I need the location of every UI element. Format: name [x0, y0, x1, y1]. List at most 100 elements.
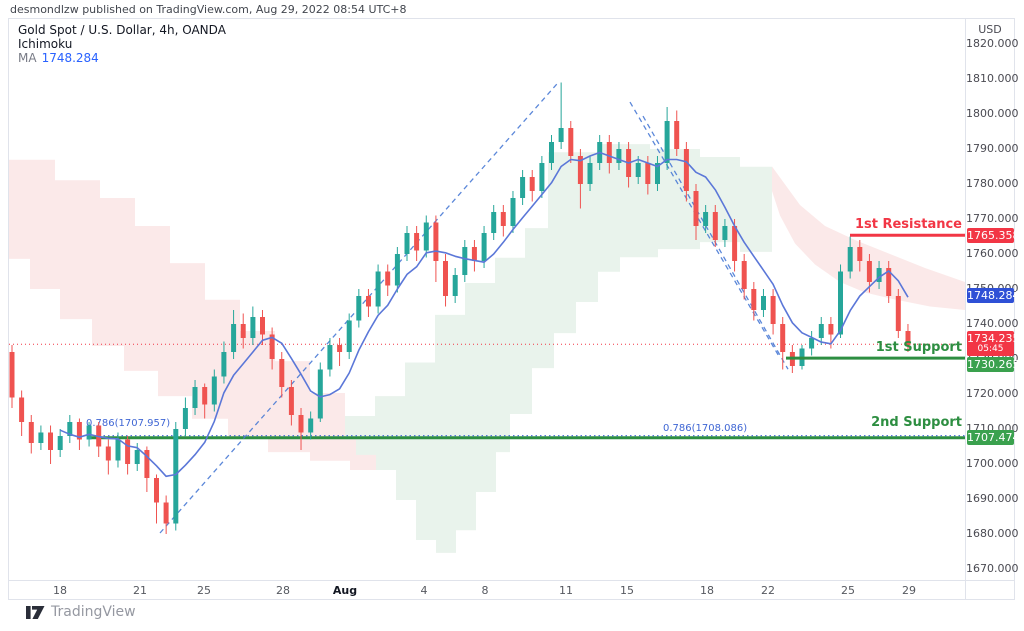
candle-body — [886, 268, 892, 296]
price-tick-label: 1790.000 — [966, 142, 1019, 155]
candle-body — [28, 422, 34, 443]
price-tick-label: 1680.000 — [966, 527, 1019, 540]
candle-body — [818, 324, 824, 338]
candle-body — [394, 254, 400, 286]
candle-body — [385, 271, 391, 286]
candle-body — [57, 436, 63, 450]
candle-body — [751, 289, 757, 310]
candle-body — [462, 247, 468, 275]
trendline-2 — [629, 101, 781, 359]
price-tick-label: 1820.000 — [966, 37, 1019, 50]
candle-body — [577, 156, 583, 184]
price-badge: 1707.474 — [967, 430, 1020, 446]
tradingview-logo-icon — [26, 605, 45, 619]
candle-body — [260, 317, 265, 335]
candle-body — [269, 334, 275, 359]
candle-body — [510, 198, 516, 226]
support1-annotation-label: 1st Support — [875, 340, 962, 355]
time-tick-label: 4 — [420, 584, 428, 597]
candle-body — [231, 324, 237, 352]
time-scale[interactable]: 18 21 25 28 Aug 4 8 11 15 18 22 25 29 — [8, 580, 1015, 600]
candle-body — [433, 222, 439, 261]
candle-body — [895, 296, 901, 331]
candle-body — [674, 121, 680, 149]
candle-body — [703, 212, 709, 226]
candle-body — [346, 320, 352, 352]
candle-body — [722, 226, 728, 240]
time-tick-label: 29 — [902, 584, 916, 597]
candle-body — [693, 191, 699, 226]
candle-body — [481, 233, 487, 261]
candle-body — [144, 450, 150, 478]
candle-body — [173, 429, 179, 524]
price-tick-label: 1670.000 — [966, 562, 1019, 575]
indicator-title-ma: MA 1748.284 — [18, 51, 226, 65]
candle-body — [375, 271, 381, 307]
time-tick-label: 25 — [197, 584, 211, 597]
symbol-title: Gold Spot / U.S. Dollar, 4h, OANDA — [18, 23, 226, 37]
time-tick-label: 21 — [133, 584, 147, 597]
candle-body — [606, 142, 612, 163]
ma-line — [59, 151, 909, 478]
published-meta-line: desmondlzw published on TradingView.com,… — [10, 3, 407, 16]
candle-body — [125, 439, 131, 464]
candle-body — [828, 324, 834, 335]
candle-body — [761, 296, 766, 310]
time-tick-label: 22 — [761, 584, 775, 597]
candle-body — [9, 352, 15, 398]
candle-body — [154, 478, 159, 503]
candle-body — [423, 222, 429, 251]
candle-body — [221, 352, 227, 377]
price-badge: 1730.265 — [967, 356, 1020, 372]
candle-body — [182, 408, 188, 429]
ichimoku-cloud-bear — [9, 159, 392, 471]
indicator-title-ichimoku: Ichimoku — [18, 37, 73, 51]
candle-body — [76, 422, 82, 440]
ma-value: 1748.284 — [41, 51, 99, 65]
candle-body — [712, 212, 718, 240]
time-tick-label: 15 — [620, 584, 634, 597]
candle-body — [414, 233, 420, 251]
candle-body — [529, 177, 535, 191]
chart-legend: Gold Spot / U.S. Dollar, 4h, OANDA Ichim… — [18, 23, 226, 65]
price-tick-label: 1720.000 — [966, 387, 1019, 400]
candle-body — [404, 233, 410, 254]
candle-body — [443, 261, 448, 296]
price-tick-label: 1700.000 — [966, 457, 1019, 470]
candle-body — [86, 425, 92, 440]
price-tick-label: 1740.000 — [966, 317, 1019, 330]
candle-body — [48, 432, 53, 450]
candle-body — [558, 128, 564, 142]
candle-body — [192, 387, 198, 408]
candle-body — [211, 376, 217, 405]
time-tick-label: 8 — [481, 584, 489, 597]
candle-body — [655, 163, 660, 184]
candle-body — [770, 296, 776, 324]
price-scale[interactable]: USD 1820.000 1810.000 1800.000 1790.000 1780… — [966, 18, 1020, 580]
candle-body — [337, 345, 343, 352]
ma-label: MA — [18, 51, 37, 65]
time-tick-label: 18 — [700, 584, 714, 597]
ichimoku-cloud-bear — [772, 166, 965, 310]
candle-body — [240, 324, 246, 338]
tradingview-watermark[interactable]: TradingView — [26, 604, 136, 620]
price-scale-separator — [965, 18, 966, 600]
candle-body — [163, 502, 169, 524]
candle-body — [19, 397, 25, 422]
candle-body — [250, 317, 256, 338]
time-tick-label: 28 — [276, 584, 290, 597]
candle-body — [732, 226, 738, 261]
tradingview-watermark-text: TradingView — [51, 604, 136, 620]
candle-body — [491, 212, 497, 233]
candle-body — [67, 422, 73, 436]
candle-body — [539, 163, 545, 191]
price-badge: 1734.235 05:45 — [967, 331, 1020, 357]
resistance-annotation-label: 1st Resistance — [854, 217, 962, 232]
candle-body — [857, 247, 863, 261]
price-scale-currency: USD — [978, 23, 1002, 36]
candle-body — [202, 387, 208, 405]
price-tick-label: 1690.000 — [966, 492, 1019, 505]
price-tick-label: 1780.000 — [966, 177, 1019, 190]
